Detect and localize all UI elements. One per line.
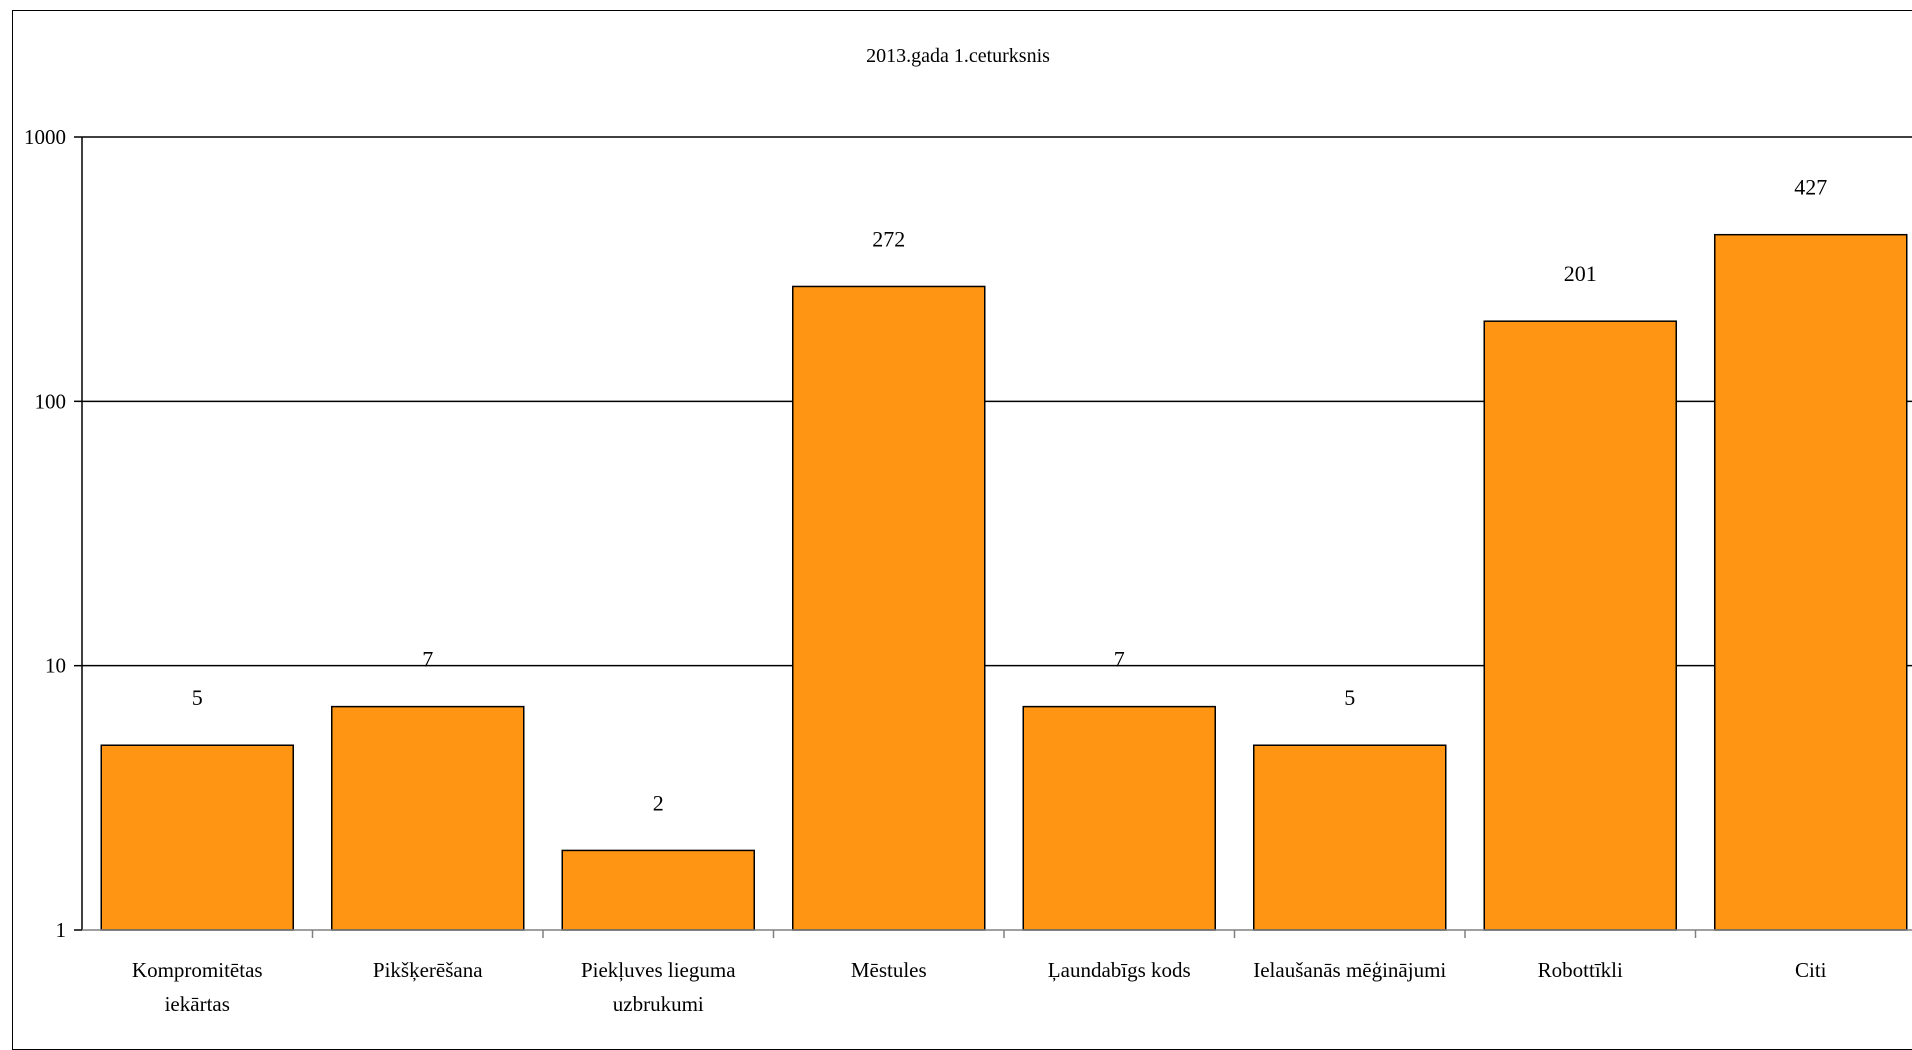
category-label-2-1: uzbrukumi (613, 992, 704, 1016)
category-label-6-0: Robottīkli (1538, 958, 1623, 982)
y-tick-label-1000: 1000 (24, 125, 66, 149)
y-tick-label-1: 1 (56, 918, 67, 942)
category-label-7-0: Citi (1795, 958, 1827, 982)
bar-0 (100, 744, 294, 931)
category-label-1-0: Pikšķerēšana (373, 958, 483, 982)
data-label-0: 5 (192, 685, 203, 710)
data-label-4: 7 (1114, 647, 1125, 672)
bar-4 (1022, 705, 1216, 931)
category-label-3-0: Mēstules (851, 958, 927, 982)
bar-7 (1714, 233, 1908, 931)
bars (100, 233, 1908, 931)
labels: 1 10 100 1000 5 Kompromitētas iekārtas 7 Pikšķer… (24, 125, 1827, 1016)
chart-svg: 2013.gada 1.ceturksnis 1 10 100 1000 5 Kompro… (24, 45, 1912, 1016)
data-label-1: 7 (422, 647, 433, 672)
category-label-5-0: Ielaušanās mēģinājumi (1253, 958, 1446, 982)
y-tick-label-10: 10 (45, 654, 66, 678)
bar-6 (1483, 320, 1677, 931)
chart-title: 2013.gada 1.ceturksnis (866, 45, 1050, 67)
bar-3 (792, 285, 986, 931)
data-label-5: 5 (1344, 685, 1355, 710)
category-label-2-0: Piekļuves lieguma (581, 958, 736, 982)
data-label-6: 201 (1564, 261, 1597, 286)
category-label-0-1: iekārtas (165, 992, 230, 1016)
data-label-2: 2 (653, 790, 664, 815)
y-tick-label-100: 100 (35, 389, 67, 413)
bar-5 (1253, 744, 1447, 931)
bar-2 (561, 849, 755, 931)
category-label-4-0: Ļaundabīgs kods (1048, 958, 1191, 982)
bar-1 (331, 705, 525, 931)
axes (74, 136, 1912, 938)
category-label-0-0: Kompromitētas (132, 958, 263, 982)
data-label-7: 427 (1794, 175, 1827, 200)
data-label-3: 272 (872, 226, 905, 251)
